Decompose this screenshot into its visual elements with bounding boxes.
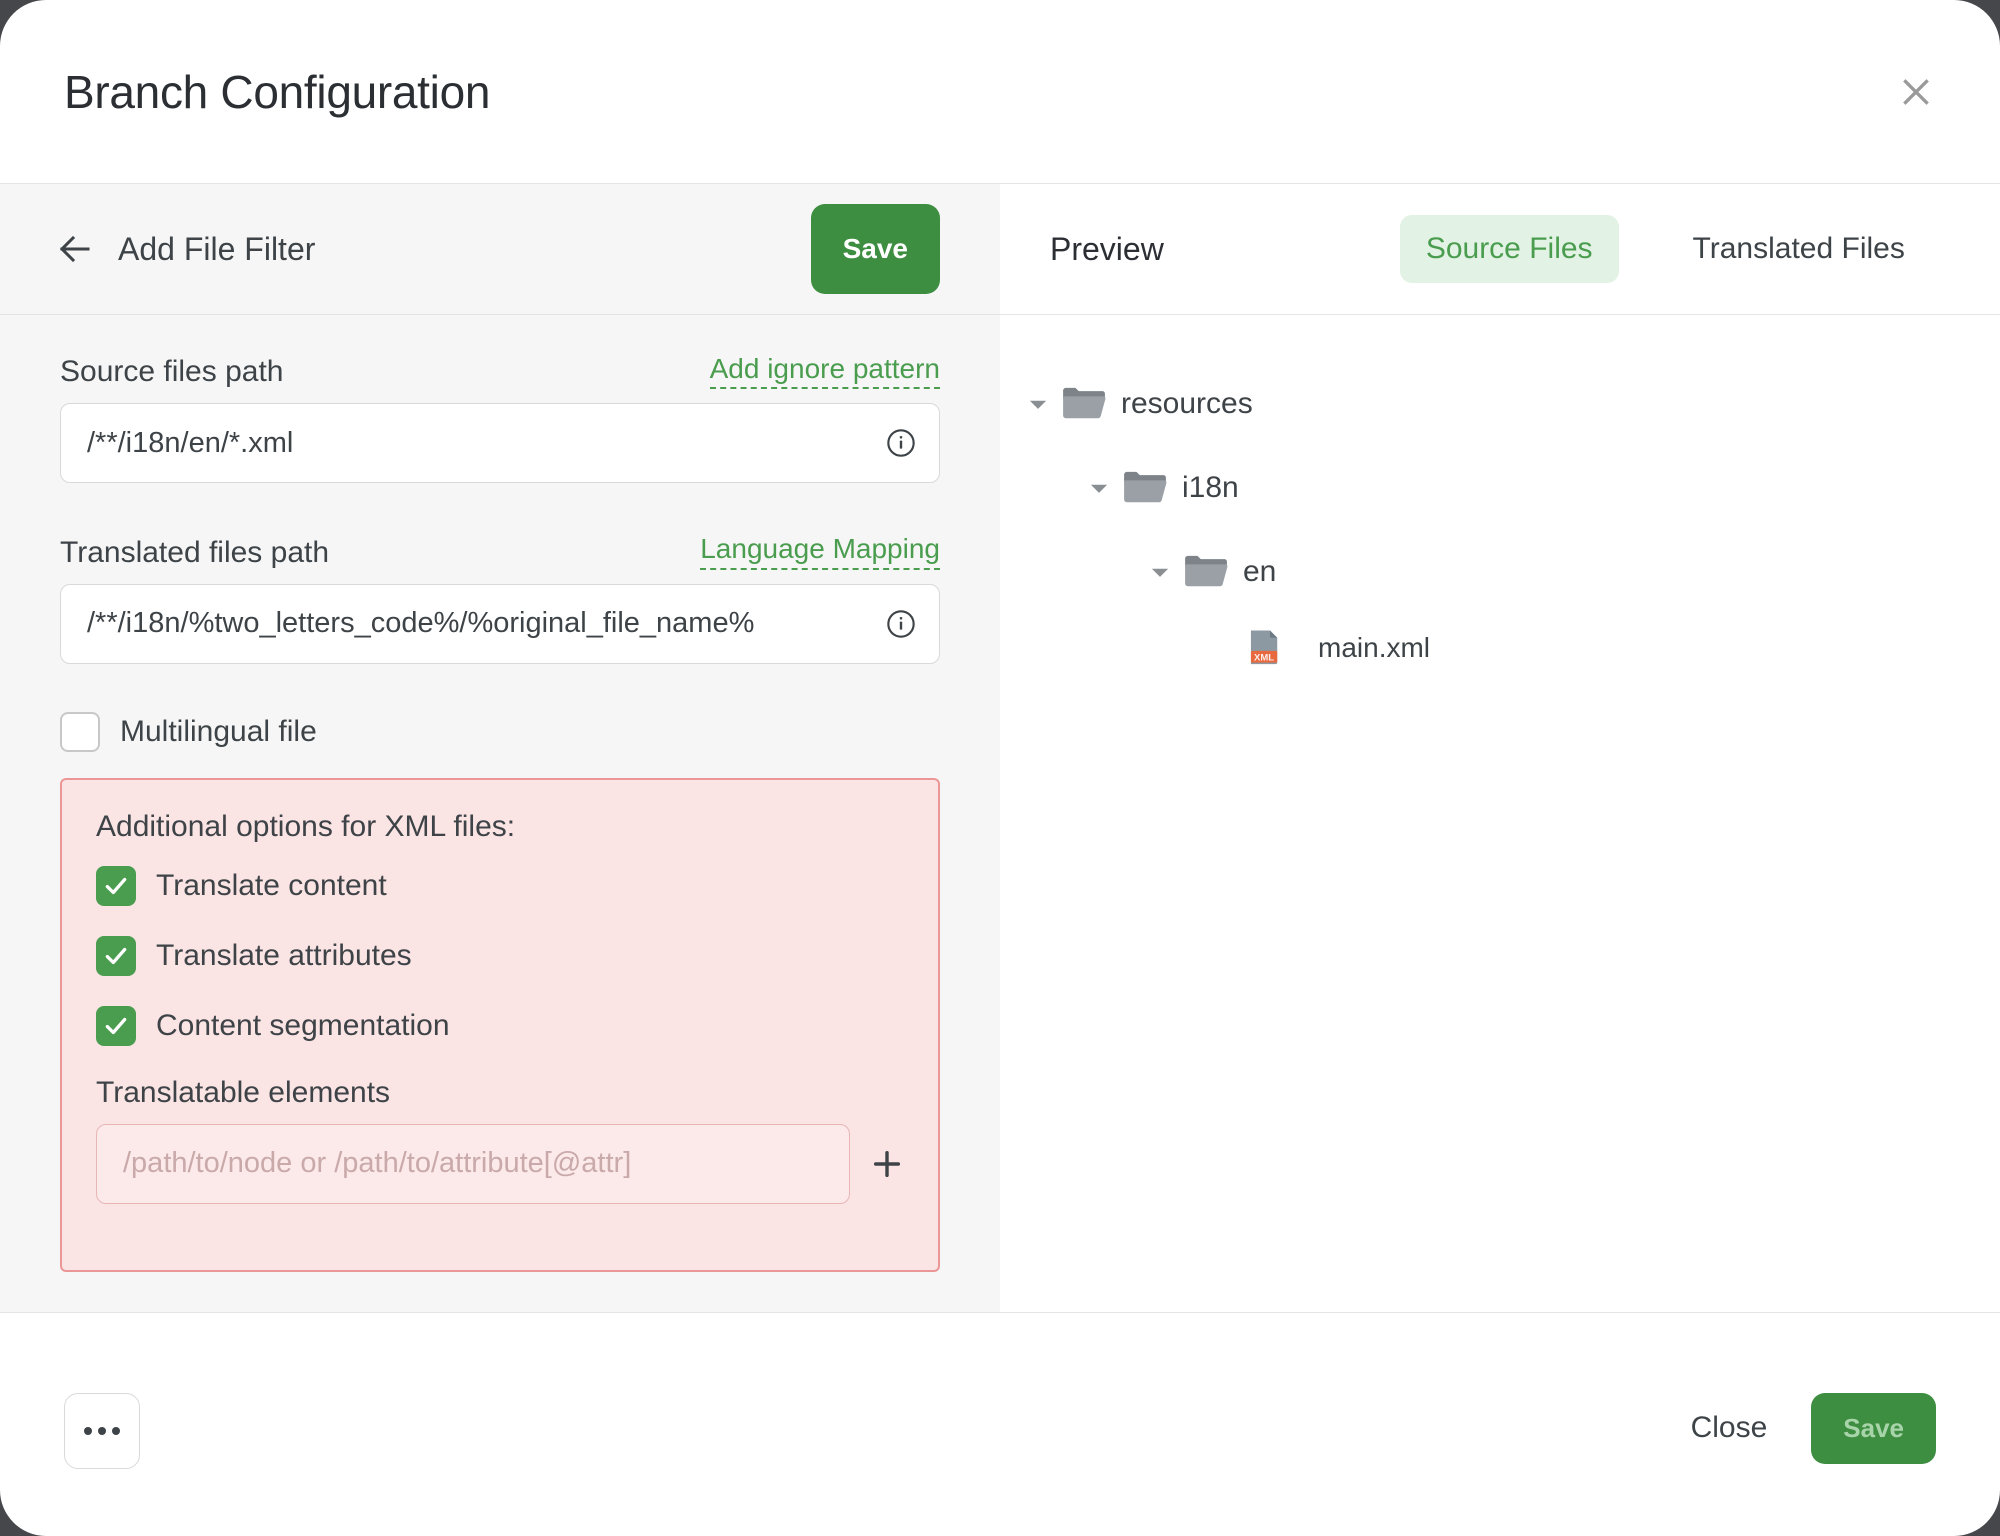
svg-text:XML: XML — [1254, 652, 1274, 663]
